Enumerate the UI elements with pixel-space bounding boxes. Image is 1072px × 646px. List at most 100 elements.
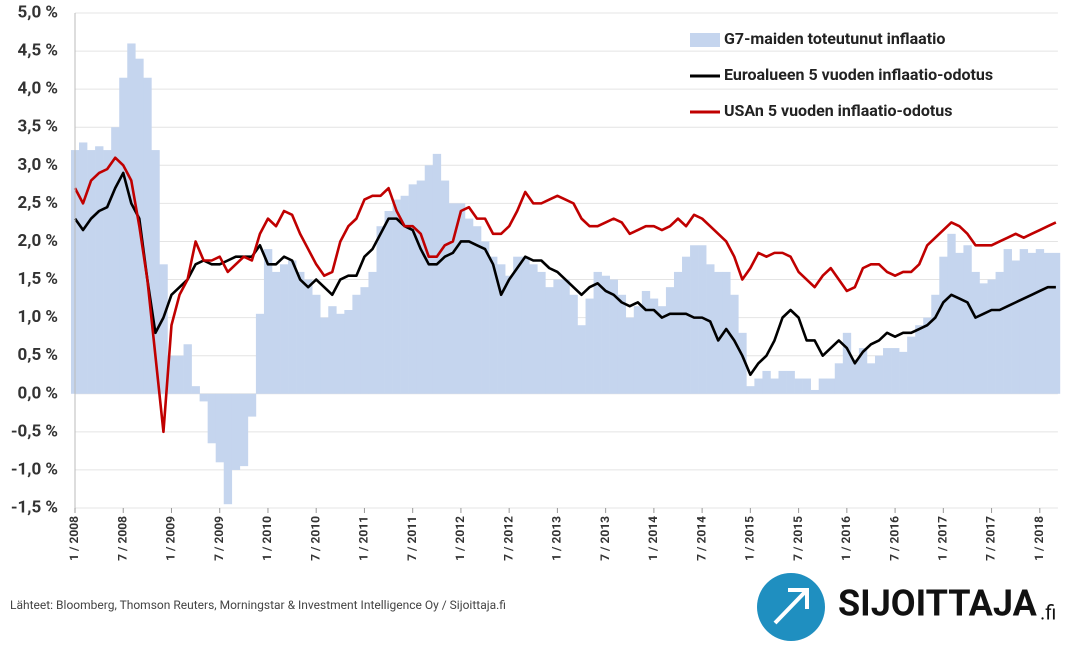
bar — [834, 363, 844, 394]
y-tick-label: -1,0 % — [11, 459, 58, 479]
bar — [215, 393, 225, 463]
x-tick-label: 7 / 2014 — [694, 516, 708, 561]
bar — [923, 317, 932, 394]
bar — [874, 355, 884, 394]
bar — [987, 279, 996, 394]
bar — [706, 264, 715, 394]
x-tick-label: 1 / 2017 — [935, 516, 949, 561]
bar — [344, 310, 353, 394]
bar — [641, 290, 651, 394]
bar — [1003, 249, 1012, 394]
legend-label: G7-maiden toteutunut inflaatio — [724, 29, 945, 48]
bar — [263, 249, 273, 394]
bar — [979, 283, 988, 394]
bar — [432, 153, 442, 394]
bar — [899, 351, 908, 394]
line — [73, 156, 1057, 434]
x-tick-label: 1 / 2012 — [453, 516, 467, 561]
bar — [649, 298, 659, 394]
bar — [842, 332, 852, 394]
x-tick-label: 7 / 2012 — [501, 516, 515, 561]
bar — [199, 393, 208, 402]
y-tick-label: 3,0 % — [18, 155, 58, 175]
bar — [907, 336, 916, 394]
bar — [408, 184, 417, 394]
line — [73, 171, 1056, 377]
y-tick-label: 2,5 % — [18, 193, 58, 213]
bar — [513, 256, 522, 394]
bar — [1051, 252, 1061, 394]
bar — [95, 146, 104, 394]
bar — [489, 256, 498, 394]
bar — [1011, 260, 1020, 394]
bar — [537, 271, 546, 394]
bar — [271, 271, 281, 394]
bar — [682, 256, 691, 394]
bar — [858, 348, 868, 394]
bar — [416, 180, 426, 394]
bar — [995, 271, 1004, 394]
bar — [609, 279, 618, 394]
bar — [191, 386, 200, 394]
x-tick-label: 7 / 2013 — [598, 516, 612, 561]
bar — [762, 370, 771, 394]
bar — [794, 378, 803, 394]
x-tick-label: 1 / 2016 — [839, 516, 853, 561]
bar — [231, 393, 241, 470]
bar — [384, 211, 393, 394]
bar — [665, 287, 675, 394]
bar — [818, 378, 828, 394]
bar — [1043, 252, 1053, 394]
y-tick-label: 4,5 % — [18, 41, 58, 61]
bar — [175, 355, 184, 394]
bar — [673, 271, 683, 394]
bar — [239, 393, 249, 467]
logo-arrow-head — [788, 588, 809, 609]
logo-arrow — [773, 590, 807, 625]
x-tick-label: 1 / 2013 — [550, 516, 564, 561]
logo-suffix: .fi — [1040, 600, 1056, 624]
x-tick-label: 1 / 2010 — [260, 516, 274, 561]
bar — [625, 317, 635, 394]
bar — [593, 271, 602, 394]
bar — [947, 233, 956, 394]
x-tick-label: 1 / 2008 — [67, 516, 81, 561]
bar — [376, 226, 385, 394]
bar — [561, 279, 570, 394]
bar — [690, 245, 699, 394]
bar — [722, 271, 731, 394]
bar — [304, 279, 313, 394]
bar — [167, 355, 176, 394]
bar — [247, 393, 257, 417]
bar — [521, 256, 530, 394]
bar — [111, 127, 120, 394]
bar — [553, 279, 562, 394]
bar — [368, 271, 377, 394]
bar — [698, 245, 707, 394]
x-tick-label: 7 / 2015 — [791, 516, 805, 561]
bar — [464, 218, 474, 394]
bar — [850, 359, 860, 394]
bar — [617, 294, 627, 394]
bar — [802, 378, 811, 394]
y-tick-label: 3,5 % — [18, 117, 58, 137]
bar — [971, 271, 980, 394]
x-tick-label: 1 / 2014 — [646, 516, 660, 561]
bar — [601, 275, 610, 394]
bar — [738, 332, 747, 394]
bar — [577, 325, 586, 394]
bar — [915, 325, 924, 394]
bar — [770, 378, 779, 394]
bar — [810, 389, 819, 394]
bar — [955, 252, 964, 394]
bar — [320, 317, 329, 394]
bar — [143, 77, 152, 394]
bar — [1019, 249, 1029, 394]
x-tick-label: 7 / 2011 — [405, 516, 419, 561]
bar — [569, 294, 578, 394]
bar — [730, 294, 739, 394]
bar — [585, 298, 594, 394]
bar — [1027, 252, 1037, 394]
bar — [392, 199, 401, 394]
logo-text: SIJOITTAJA — [838, 583, 1038, 625]
